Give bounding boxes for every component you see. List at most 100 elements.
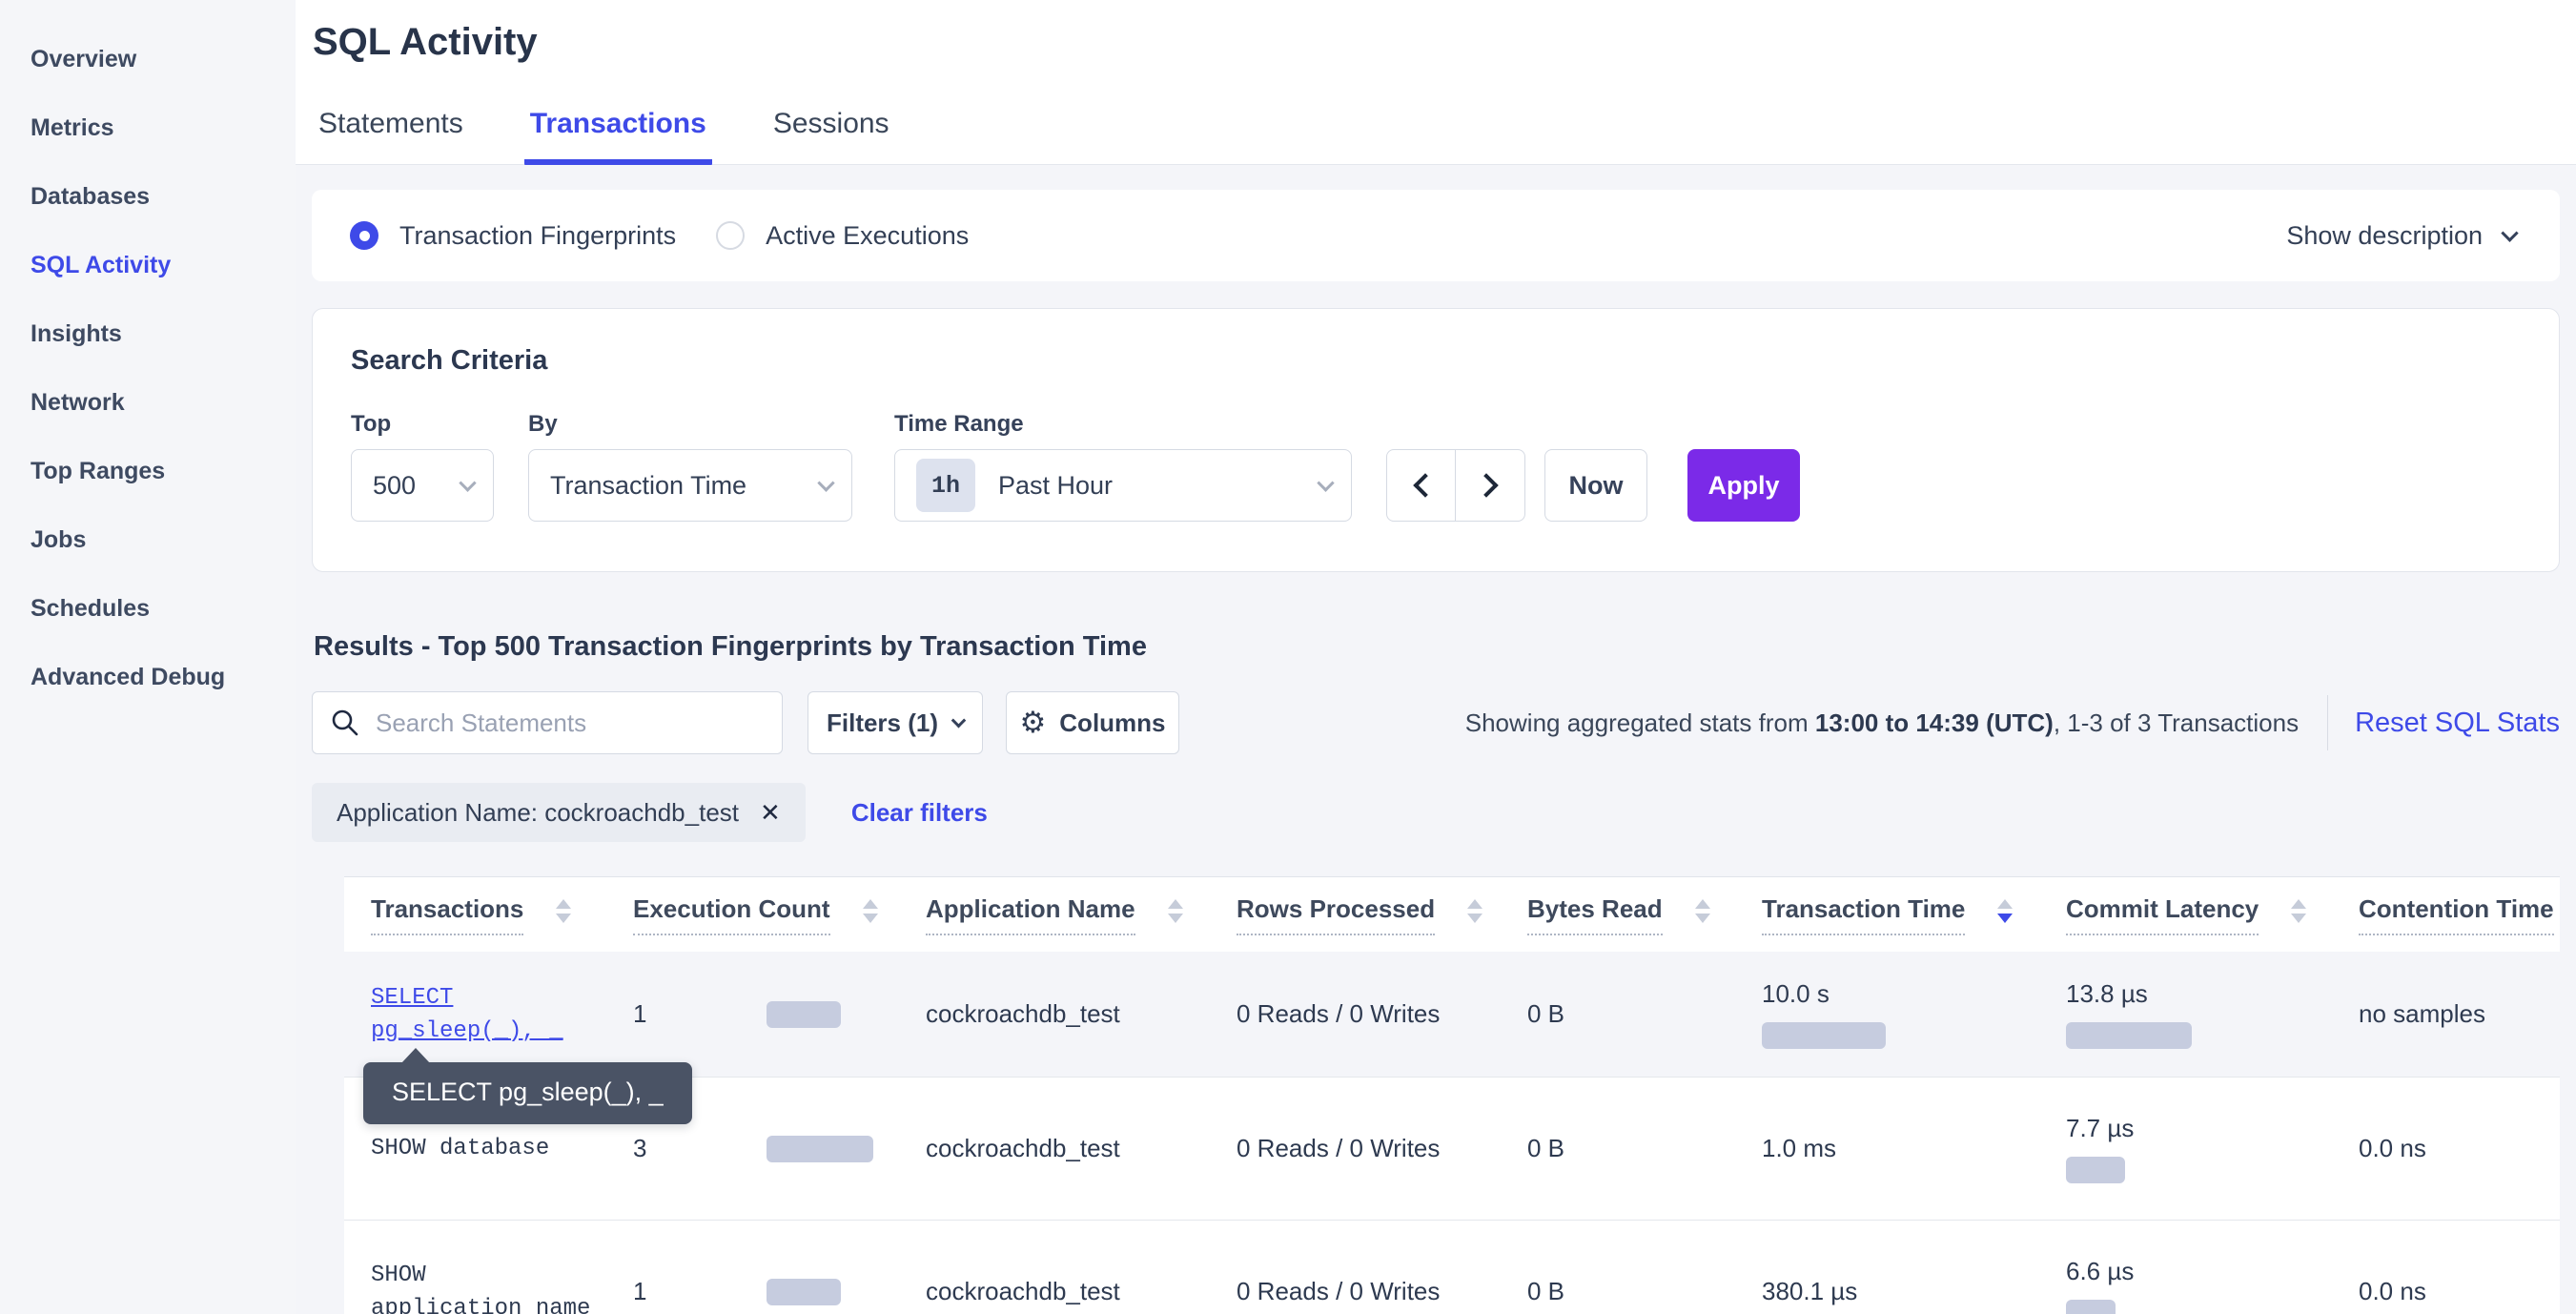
column-header-rows-processed[interactable]: Rows Processed [1209, 894, 1500, 935]
previous-range-button[interactable] [1387, 450, 1456, 521]
commit-latency-cell: 13.8 µs [2038, 979, 2331, 1049]
sidebar-item-jobs[interactable]: Jobs [31, 525, 87, 553]
filter-chip-label: Application Name: cockroachdb_test [337, 797, 740, 827]
sidebar-item-overview[interactable]: Overview [31, 45, 137, 72]
commit-latency-cell: 7.7 µs [2038, 1114, 2331, 1183]
radio-transaction-fingerprints[interactable]: Transaction Fingerprints [350, 221, 676, 251]
radio-active-executions[interactable]: Active Executions [716, 221, 969, 251]
tab-transactions[interactable]: Transactions [523, 108, 712, 165]
tab-bar: Statements Transactions Sessions [313, 108, 2576, 165]
query-text[interactable]: SHOW [371, 1262, 426, 1288]
sidebar-item-metrics[interactable]: Metrics [31, 113, 114, 141]
commit-latency-value: 7.7 µs [2066, 1114, 2135, 1142]
execution-count-bar [767, 1135, 873, 1162]
time-range-select[interactable]: 1h Past Hour [894, 449, 1352, 522]
chevron-down-icon [817, 473, 835, 492]
table-row: SELECT pg_sleep(_), _ 1 cockroachdb_test… [344, 952, 2560, 1124]
commit-latency-cell: 6.6 µs [2038, 1257, 2331, 1314]
chevron-down-icon [951, 712, 967, 728]
time-range-value-wrap: 1h Past Hour [916, 459, 1113, 512]
column-header-transactions[interactable]: Transactions [344, 894, 605, 935]
show-description-toggle[interactable]: Show description [2286, 221, 2519, 251]
apply-button[interactable]: Apply [1687, 449, 1800, 522]
chevron-down-icon [459, 473, 477, 492]
now-button[interactable]: Now [1544, 449, 1647, 522]
sidebar-item-sql-activity[interactable]: SQL Activity [31, 251, 172, 278]
query-text[interactable]: application_name [371, 1295, 591, 1314]
clear-filters-link[interactable]: Clear filters [850, 797, 988, 827]
column-label: Rows Processed [1237, 894, 1436, 935]
by-control: By Transaction Time [528, 411, 852, 522]
query-text[interactable]: SHOW database [371, 1136, 550, 1161]
bytes-read-cell: 0 B [1527, 999, 1565, 1028]
column-header-application-name[interactable]: Application Name [898, 894, 1209, 935]
column-header-execution-count[interactable]: Execution Count [605, 894, 898, 935]
sort-icon[interactable] [2291, 898, 2307, 923]
query-text[interactable]: pg_sleep(_), _ [371, 1017, 563, 1044]
transaction-time-bar [1762, 1022, 1886, 1049]
column-label: Contention Time [2359, 894, 2554, 935]
sidebar-item-databases[interactable]: Databases [31, 182, 151, 210]
next-range-button[interactable] [1456, 450, 1524, 521]
sort-icon[interactable] [1467, 898, 1483, 923]
contention-time-cell: 0.0 ns [2359, 1277, 2426, 1305]
column-header-transaction-time[interactable]: Transaction Time [1734, 894, 2038, 935]
filter-chip: Application Name: cockroachdb_test ✕ [312, 783, 806, 842]
sidebar-item-advanced-debug[interactable]: Advanced Debug [31, 663, 226, 690]
search-statements-input[interactable] [376, 708, 765, 738]
sort-icon[interactable] [1997, 898, 2014, 923]
stats-suffix: , 1-3 of 3 Transactions [2053, 708, 2300, 737]
transaction-fingerprint[interactable]: SHOW database [344, 1132, 605, 1165]
transaction-time-value: 1.0 ms [1762, 1134, 1837, 1162]
execution-count-bar [767, 1278, 841, 1305]
sidebar: Overview Metrics Databases SQL Activity … [0, 0, 296, 1314]
top-select[interactable]: 500 [351, 449, 494, 522]
column-header-contention-time[interactable]: Contention Time [2331, 894, 2560, 935]
reset-sql-stats-link[interactable]: Reset SQL Stats [2355, 707, 2560, 738]
content-area: Transaction Fingerprints Active Executio… [296, 165, 2576, 1314]
filters-button[interactable]: Filters (1) [808, 691, 983, 754]
bytes-read-cell: 0 B [1527, 1134, 1565, 1162]
query-tooltip: SELECT pg_sleep(_), _ [363, 1048, 692, 1124]
chevron-down-icon [2501, 223, 2519, 242]
columns-button[interactable]: ⚙ Columns [1006, 691, 1179, 754]
gear-icon: ⚙ [1019, 706, 1047, 739]
top-control: Top 500 [351, 411, 494, 522]
column-label: Transaction Time [1762, 894, 1966, 935]
application-name-cell: cockroachdb_test [926, 999, 1120, 1028]
application-name-cell: cockroachdb_test [926, 1134, 1120, 1162]
sort-icon[interactable] [1694, 898, 1710, 923]
query-text[interactable]: SELECT [371, 984, 454, 1011]
column-header-commit-latency[interactable]: Commit Latency [2038, 894, 2331, 935]
rows-processed-cell: 0 Reads / 0 Writes [1237, 1134, 1441, 1162]
execution-count-cell: 1 [605, 999, 898, 1029]
transaction-fingerprint-link[interactable]: SELECT pg_sleep(_), _ [344, 981, 605, 1048]
main-content: SQL Activity Statements Transactions Ses… [296, 0, 2576, 1314]
page-header: SQL Activity Statements Transactions Ses… [296, 0, 2576, 165]
execution-count-cell: 1 [605, 1277, 898, 1306]
transaction-fingerprint[interactable]: SHOW application_name [344, 1259, 605, 1314]
search-icon [332, 709, 358, 736]
radio-selected-icon [350, 221, 378, 250]
transaction-time-cell: 1.0 ms [1734, 1134, 2038, 1163]
tab-sessions[interactable]: Sessions [772, 108, 889, 139]
stats-range: 13:00 to 14:39 (UTC) [1814, 708, 2054, 737]
sidebar-item-schedules[interactable]: Schedules [31, 594, 151, 622]
column-label: Execution Count [633, 894, 830, 935]
commit-latency-value: 6.6 µs [2066, 1257, 2135, 1285]
chevron-down-icon [1317, 473, 1335, 492]
sort-icon[interactable] [862, 898, 878, 923]
sidebar-item-network[interactable]: Network [31, 388, 125, 416]
sidebar-item-top-ranges[interactable]: Top Ranges [31, 457, 166, 484]
commit-latency-bar [2066, 1022, 2192, 1049]
sort-icon[interactable] [1167, 898, 1183, 923]
by-select[interactable]: Transaction Time [528, 449, 852, 522]
close-icon[interactable]: ✕ [760, 797, 781, 827]
sidebar-item-insights[interactable]: Insights [31, 319, 122, 347]
sort-icon[interactable] [556, 898, 572, 923]
column-header-bytes-read[interactable]: Bytes Read [1500, 894, 1734, 935]
tab-statements[interactable]: Statements [318, 108, 463, 139]
chevron-left-icon [1412, 473, 1438, 498]
contention-time-cell: no samples [2359, 999, 2485, 1028]
active-filters-row: Application Name: cockroachdb_test ✕ Cle… [312, 783, 2560, 842]
